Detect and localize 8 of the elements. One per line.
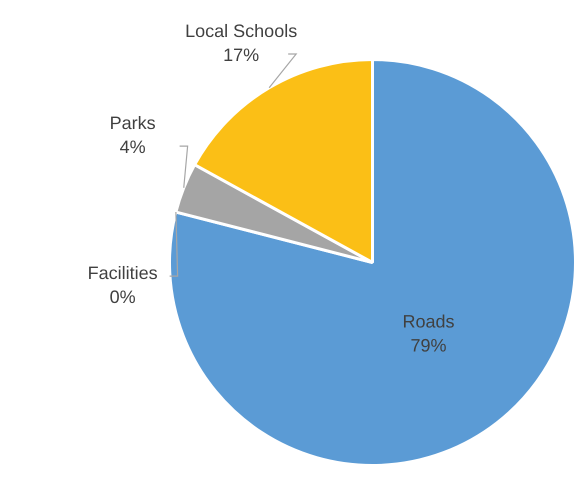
slice-label: Parks bbox=[110, 113, 156, 134]
data-label: 17% bbox=[223, 44, 260, 65]
category-label: Facilities bbox=[88, 263, 158, 284]
data-label: 79% bbox=[410, 336, 447, 356]
data-label: 4% bbox=[120, 137, 146, 158]
slice-label: Roads bbox=[402, 312, 455, 332]
text: 0% bbox=[110, 287, 136, 308]
slice-label: Local Schools bbox=[185, 20, 298, 41]
